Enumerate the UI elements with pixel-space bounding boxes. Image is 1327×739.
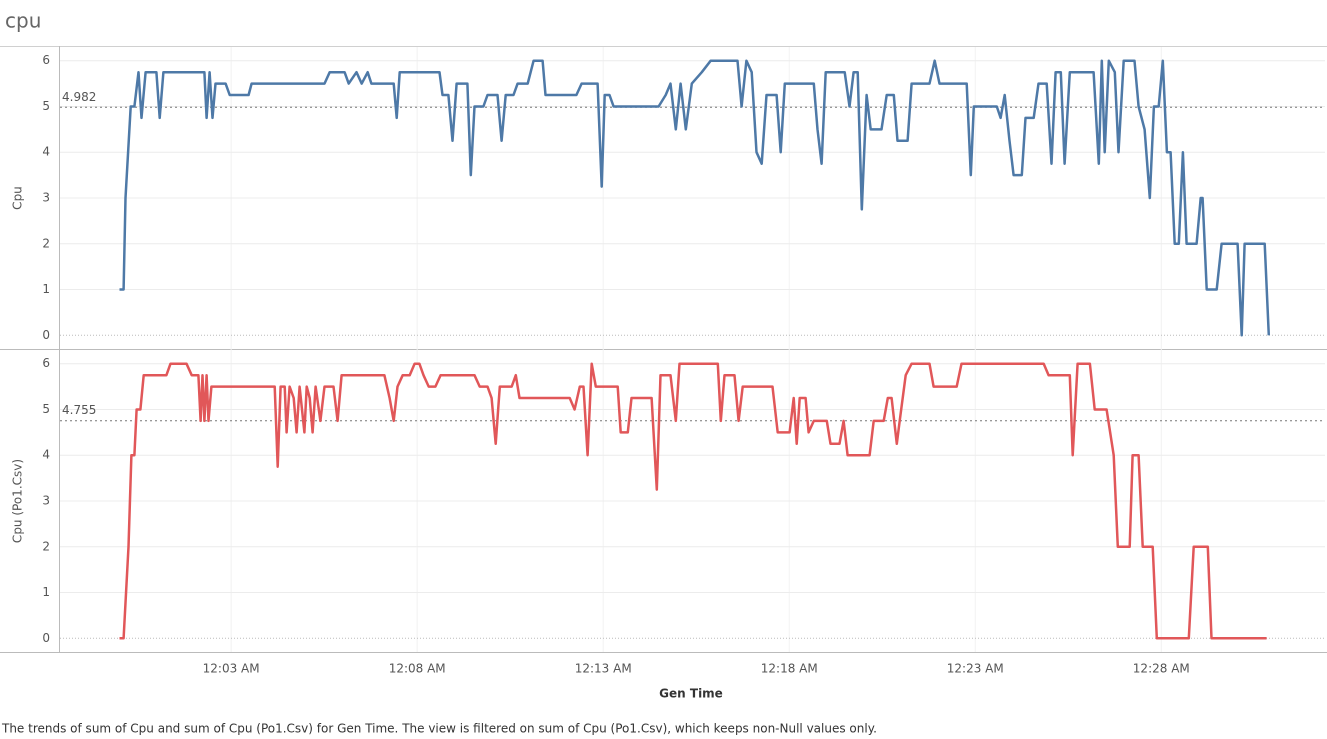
y-axis-title: Cpu [11,186,25,210]
y-tick-label: 6 [42,356,50,370]
y-tick-label: 6 [42,53,50,67]
x-axis-title: Gen Time [659,687,723,701]
x-tick-label: 12:18 AM [761,662,818,676]
y-tick-label: 1 [42,585,50,599]
y-tick-label: 1 [42,282,50,296]
y-tick-label: 4 [42,448,50,462]
x-tick-label: 12:28 AM [1133,662,1190,676]
y-tick-label: 2 [42,539,50,553]
y-tick-label: 0 [42,631,50,645]
y-tick-label: 3 [42,191,50,205]
y-tick-label: 5 [42,99,50,113]
y-tick-label: 2 [42,236,50,250]
chart-title: cpu [5,9,41,33]
x-tick-label: 12:23 AM [947,662,1004,676]
y-tick-label: 4 [42,145,50,159]
y-tick-label: 5 [42,402,50,416]
y-axis-title: Cpu (Po1.Csv) [11,459,25,543]
x-tick-label: 12:08 AM [389,662,446,676]
series-line [119,59,1271,337]
y-tick-label: 0 [42,328,50,342]
reference-label: 4.982 [62,90,96,104]
y-tick-label: 3 [42,494,50,508]
reference-label: 4.755 [62,403,96,417]
x-tick-label: 12:13 AM [575,662,632,676]
caption: The trends of sum of Cpu and sum of Cpu … [1,722,877,736]
series-line [119,362,1267,640]
x-tick-label: 12:03 AM [203,662,260,676]
